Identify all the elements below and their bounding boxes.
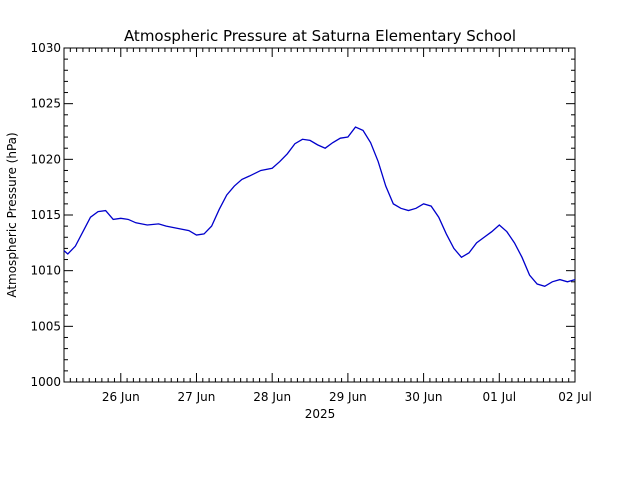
y-tick-label: 1025 xyxy=(30,97,61,111)
x-tick-label: 26 Jun xyxy=(102,390,140,404)
x-tick-label: 28 Jun xyxy=(253,390,291,404)
x-tick-label: 29 Jun xyxy=(329,390,367,404)
x-axis-label: 2025 xyxy=(305,407,336,421)
y-axis-label: Atmospheric Pressure (hPa) xyxy=(5,132,19,297)
pressure-series-line xyxy=(63,126,576,287)
chart-title: Atmospheric Pressure at Saturna Elementa… xyxy=(124,27,516,45)
y-tick-label: 1010 xyxy=(30,264,61,278)
x-axis: 26 Jun 27 Jun 28 Jun 29 Jun 30 Jun 01 Jul 02 J… xyxy=(63,48,592,404)
y-tick-label: 1000 xyxy=(30,375,61,389)
y-tick-label: 1020 xyxy=(30,152,61,166)
x-tick-label: 27 Jun xyxy=(178,390,216,404)
y-tick-label: 1005 xyxy=(30,319,61,333)
x-tick-label: 02 Jul xyxy=(558,390,592,404)
x-tick-label: 01 Jul xyxy=(483,390,517,404)
y-tick-label: 1015 xyxy=(30,208,61,222)
plot-frame xyxy=(63,47,576,383)
y-tick-label: 1030 xyxy=(30,41,61,55)
y-axis: 1000 1005 1010 1015 1020 1025 1030 xyxy=(30,41,575,389)
x-tick-label: 30 Jun xyxy=(405,390,443,404)
